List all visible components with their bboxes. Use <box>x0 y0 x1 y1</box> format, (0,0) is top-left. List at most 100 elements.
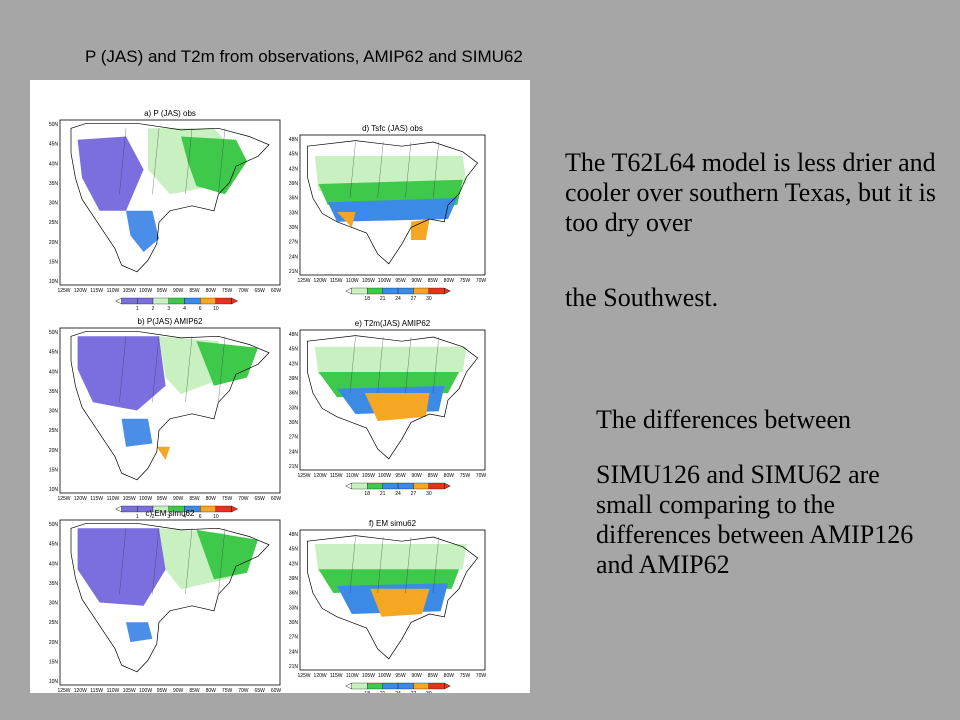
state-border <box>119 528 127 595</box>
state-border <box>433 336 439 394</box>
lat-tick-label: 27N <box>289 635 299 641</box>
map-panel-f: f) EM simu62 48N 45N 42N 39N 36N 33N 30N 27N 24N 2… <box>289 519 487 693</box>
lat-tick-label: 24N <box>289 254 299 260</box>
colorbar-label: 6 <box>199 514 202 520</box>
lat-tick-label: 20N <box>49 640 59 646</box>
colorbar-swatch <box>152 297 169 305</box>
lon-tick-label: 125W <box>297 673 310 679</box>
lat-tick-label: 35N <box>49 389 59 395</box>
lon-tick-label: 85W <box>189 688 200 693</box>
lat-tick-label: 42N <box>289 361 299 367</box>
lon-tick-label: 60W <box>271 288 282 294</box>
colorbar-label: 18 <box>364 491 370 497</box>
lon-tick-label: 115W <box>330 278 343 284</box>
colorbar-arrow <box>444 482 451 490</box>
lon-tick-label: 95W <box>157 288 168 294</box>
colorbar-label: 4 <box>183 306 186 312</box>
colorbar-label: 2 <box>152 306 155 312</box>
lon-tick-label: 105W <box>123 288 136 294</box>
lat-tick-label: 25N <box>49 428 59 434</box>
lon-tick-label: 80W <box>444 278 455 284</box>
lon-tick-label: 95W <box>157 496 168 502</box>
colorbar-arrow <box>231 505 239 513</box>
shaded-region <box>196 529 258 580</box>
colorbar-label: 21 <box>380 296 386 302</box>
lon-tick-label: 75W <box>222 288 233 294</box>
lat-tick-label: 33N <box>289 605 299 611</box>
colorbar-label: 18 <box>364 691 370 693</box>
lat-tick-label: 40N <box>49 161 59 167</box>
lon-tick-label: 125W <box>57 688 70 693</box>
shaded-region <box>196 341 258 386</box>
lat-tick-label: 35N <box>49 181 59 187</box>
colorbar-swatch <box>413 682 430 690</box>
lon-tick-label: 95W <box>395 278 406 284</box>
lat-tick-label: 27N <box>289 435 299 441</box>
colorbar-label: 30 <box>426 296 432 302</box>
shaded-region <box>327 198 458 222</box>
lat-tick-label: 45N <box>49 350 59 356</box>
lon-tick-label: 85W <box>428 473 439 479</box>
colorbar-label: 24 <box>395 296 401 302</box>
coastline <box>307 335 479 460</box>
state-border <box>185 128 193 195</box>
paragraph-4: SIMU126 and SIMU62 are small comparing t… <box>596 460 914 579</box>
lat-tick-label: 15N <box>49 659 59 665</box>
colorbar-label: 30 <box>426 491 432 497</box>
lon-tick-label: 100W <box>139 688 152 693</box>
colorbar-arrow <box>231 297 239 305</box>
lat-tick-label: 30N <box>289 420 299 426</box>
lon-tick-label: 85W <box>189 496 200 502</box>
lat-tick-label: 10N <box>49 279 59 285</box>
lon-tick-label: 115W <box>90 688 103 693</box>
colorbar-label: 10 <box>213 306 219 312</box>
colorbar-swatch <box>351 287 368 295</box>
lat-tick-label: 40N <box>49 369 59 375</box>
lon-tick-label: 125W <box>297 278 310 284</box>
lon-tick-label: 125W <box>57 496 70 502</box>
state-border <box>377 141 384 199</box>
lon-tick-label: 65W <box>255 496 266 502</box>
lat-tick-label: 39N <box>289 181 299 187</box>
shaded-region <box>314 346 467 375</box>
panel-title-e: e) T2m(JAS) AMIP62 <box>355 319 431 328</box>
colorbar-arrow <box>345 287 352 295</box>
colorbar-swatch <box>428 682 445 690</box>
lon-tick-label: 95W <box>395 673 406 679</box>
lon-tick-label: 115W <box>330 473 343 479</box>
colorbar-swatch <box>397 682 414 690</box>
shaded-region <box>337 212 356 228</box>
colorbar-swatch <box>184 297 201 305</box>
lon-tick-label: 80W <box>444 473 455 479</box>
lat-tick-label: 27N <box>289 240 299 246</box>
lon-tick-label: 120W <box>74 496 87 502</box>
colorbar-swatch <box>367 682 383 690</box>
colorbar-arrow <box>444 682 451 690</box>
state-border <box>218 336 226 403</box>
map-panel-d: d) Tsfc (JAS) obs 48N 45N 42N 39N 36N 33N 30N 27… <box>289 124 487 302</box>
figure-image: a) P (JAS) obs 50N 45N 40N 35N 30N 25N 20N 15N 10… <box>30 80 530 693</box>
lat-tick-label: 36N <box>289 196 299 202</box>
colorbar-label: 30 <box>426 691 432 693</box>
lon-tick-label: 100W <box>378 673 391 679</box>
colorbar-swatch <box>168 297 185 305</box>
colorbar-swatch <box>351 482 368 490</box>
lon-tick-label: 120W <box>314 473 327 479</box>
lat-tick-label: 50N <box>49 122 59 128</box>
lon-tick-label: 100W <box>139 288 152 294</box>
state-border <box>349 536 356 594</box>
colorbar-swatch <box>215 297 232 305</box>
lon-tick-label: 80W <box>206 288 217 294</box>
colorbar-label: 3 <box>167 306 170 312</box>
state-border <box>405 141 412 199</box>
colorbar-swatch <box>215 505 232 513</box>
coastline <box>70 522 270 673</box>
state-border <box>405 536 412 594</box>
shaded-region <box>364 393 430 421</box>
panel-title-d: d) Tsfc (JAS) obs <box>362 124 423 133</box>
state-border <box>377 336 384 394</box>
coastline <box>70 330 270 481</box>
lon-tick-label: 90W <box>173 496 184 502</box>
lat-tick-label: 24N <box>289 649 299 655</box>
lon-tick-label: 75W <box>460 473 471 479</box>
